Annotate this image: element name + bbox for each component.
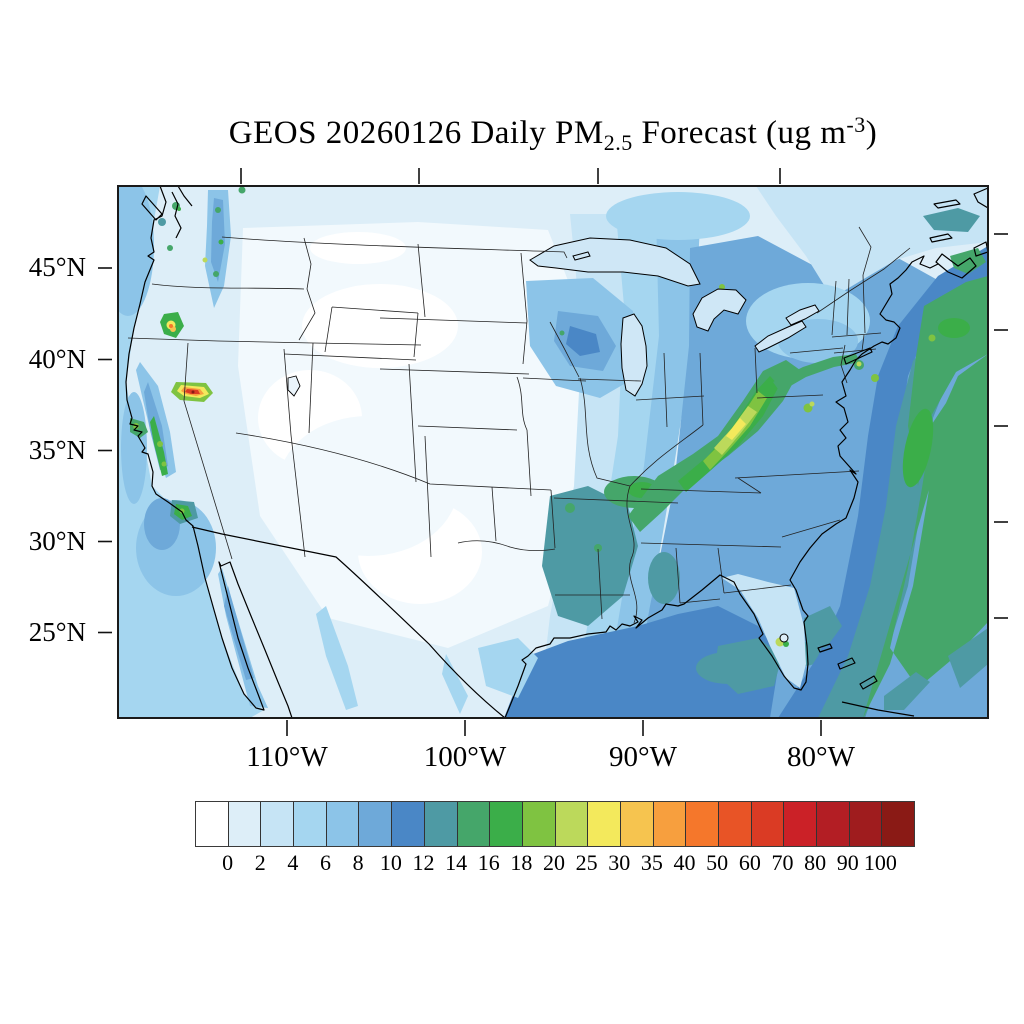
colorbar-cell (490, 802, 523, 846)
colorbar-cell (882, 802, 915, 846)
axis-ticks (98, 168, 1008, 736)
colorbar-tick-label: 6 (320, 850, 332, 875)
colorbar-cell (359, 802, 393, 846)
colorbar-cell (620, 802, 654, 846)
colorbar-tick-label: 12 (412, 850, 435, 875)
colorbar-tick-label: 90 (836, 850, 859, 875)
colorbar-cell (588, 802, 621, 846)
colorbar-cell (457, 802, 491, 846)
coastlines (125, 186, 988, 718)
colorbar-cell (653, 802, 687, 846)
colorbar-cell (555, 802, 589, 846)
colorbar-cell (326, 802, 360, 846)
colorbar-tick-label: 14 (445, 850, 468, 875)
lat-tick-label: 40°N (28, 343, 86, 374)
colorbar-tick-label: 16 (477, 850, 500, 875)
colorbar (195, 801, 915, 847)
colorbar-tick-label: 18 (510, 850, 533, 875)
lat-tick-label: 30°N (28, 525, 86, 556)
title-prefix: GEOS 20260126 Daily PM (228, 115, 604, 151)
colorbar-tick-label: 30 (608, 850, 631, 875)
colorbar-tick-label: 35 (640, 850, 663, 875)
lon-tick-label: 110°W (246, 741, 328, 773)
colorbar-tick-label: 25 (575, 850, 598, 875)
colorbar-cell (228, 802, 262, 846)
lat-tick-label: 45°N (28, 252, 86, 282)
lon-tick-label: 80°W (787, 741, 855, 773)
colorbar-cell (522, 802, 556, 846)
colorbar-tick-label: 50 (706, 850, 729, 875)
colorbar-tick-label: 0 (222, 850, 234, 875)
colorbar-cell (686, 802, 719, 846)
colorbar-cell (751, 802, 785, 846)
lon-tick-label: 90°W (609, 741, 677, 773)
state-borders (127, 226, 911, 624)
us-pm25-map (98, 168, 1008, 736)
title-subscript: 2.5 (603, 130, 633, 155)
title-middle: Forecast (ug m (632, 115, 847, 151)
contour-fill-layer (118, 186, 988, 718)
colorbar-tick-label: 40 (673, 850, 696, 875)
chart-title: GEOS 20260126 Daily PM2.5 Forecast (ug m… (86, 112, 1020, 156)
colorbar-tick-label: 2 (254, 850, 266, 875)
title-suffix: ) (865, 115, 878, 151)
colorbar-tick-label: 8 (352, 850, 364, 875)
colorbar-cell (817, 802, 850, 846)
colorbar-cell (261, 802, 295, 846)
colorbar-cell (849, 802, 883, 846)
colorbar-tick-label: 4 (287, 850, 299, 875)
colorbar-tick-label: 100 (863, 850, 897, 875)
colorbar-tick-label: 80 (804, 850, 827, 875)
map-frame (117, 185, 989, 719)
colorbar-labels: 0 2 4 6 8 10 12 14 16 18 20 25 30 35 40 50 60 70 80 90 100 (195, 851, 913, 877)
colorbar-cell (719, 802, 752, 846)
lon-tick-label: 100°W (423, 741, 507, 773)
colorbar-cell (294, 802, 327, 846)
colorbar-tick-label: 20 (543, 850, 565, 875)
colorbar-cell (424, 802, 458, 846)
lat-tick-label: 35°N (28, 434, 86, 465)
colorbar-tick-label: 10 (379, 850, 402, 875)
colorbar-cell (784, 802, 818, 846)
colorbar-tick-label: 60 (738, 850, 761, 875)
colorbar-cell (392, 802, 425, 846)
colorbar-tick-label: 70 (771, 850, 794, 875)
colorbar-cell (196, 802, 229, 846)
title-superscript: -3 (846, 112, 866, 137)
lat-tick-label: 25°N (28, 616, 86, 647)
